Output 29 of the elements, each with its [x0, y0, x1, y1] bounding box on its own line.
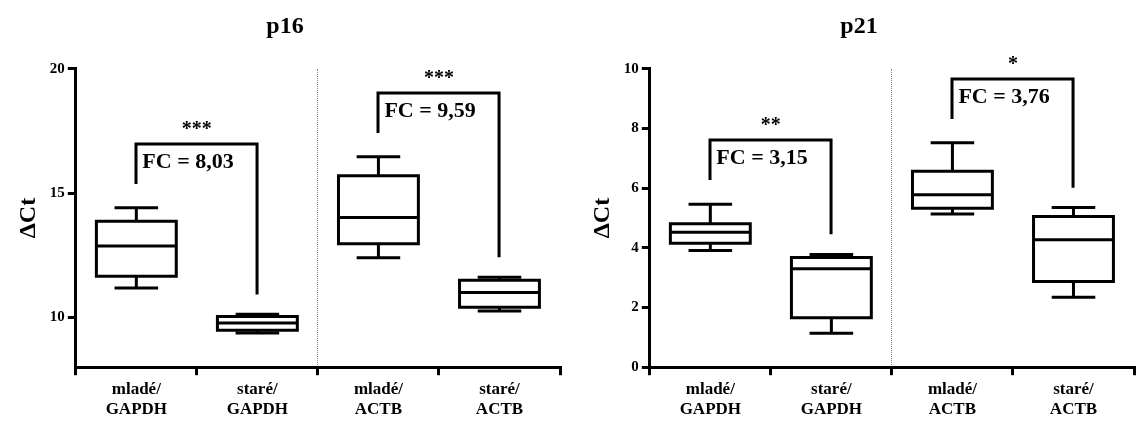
x-tick-label: staré/GAPDH [226, 378, 289, 419]
annotation: * [1007, 51, 1018, 74]
x-tick-label: staré/GAPDH [800, 378, 863, 419]
annotation: FC = 9,59 [384, 96, 476, 122]
annotation: FC = 3,15 [716, 144, 808, 170]
y-tick-label: 20 [49, 59, 65, 76]
y-tick-label: 4 [631, 238, 640, 255]
annotation: *** [181, 116, 212, 139]
annotation: FC = 8,03 [142, 147, 234, 173]
x-tick-label: mladé/GAPDH [679, 378, 742, 419]
y-tick-label: 10 [49, 308, 65, 325]
y-tick-label: 6 [631, 179, 640, 196]
y-axis-title: ΔCt [13, 197, 40, 239]
y-tick-label: 2 [631, 298, 639, 315]
x-tick-label: mladé/GAPDH [105, 378, 168, 419]
x-tick-label: staré/ACTB [1049, 378, 1098, 419]
y-tick-label: 10 [623, 59, 639, 76]
x-tick-label: staré/ACTB [475, 378, 524, 419]
annotation: FC = 3,76 [958, 82, 1050, 108]
y-axis-title: ΔCt [587, 197, 614, 239]
y-tick-label: 15 [49, 184, 65, 201]
x-tick-label: mladé/ACTB [353, 378, 404, 419]
chart-title: p21 [840, 11, 878, 38]
y-tick-label: 0 [631, 358, 639, 375]
y-tick-label: 8 [631, 119, 639, 136]
annotation: ** [760, 113, 781, 136]
annotation: *** [423, 65, 454, 88]
chart-title: p16 [266, 11, 304, 38]
x-tick-label: mladé/ACTB [927, 378, 978, 419]
